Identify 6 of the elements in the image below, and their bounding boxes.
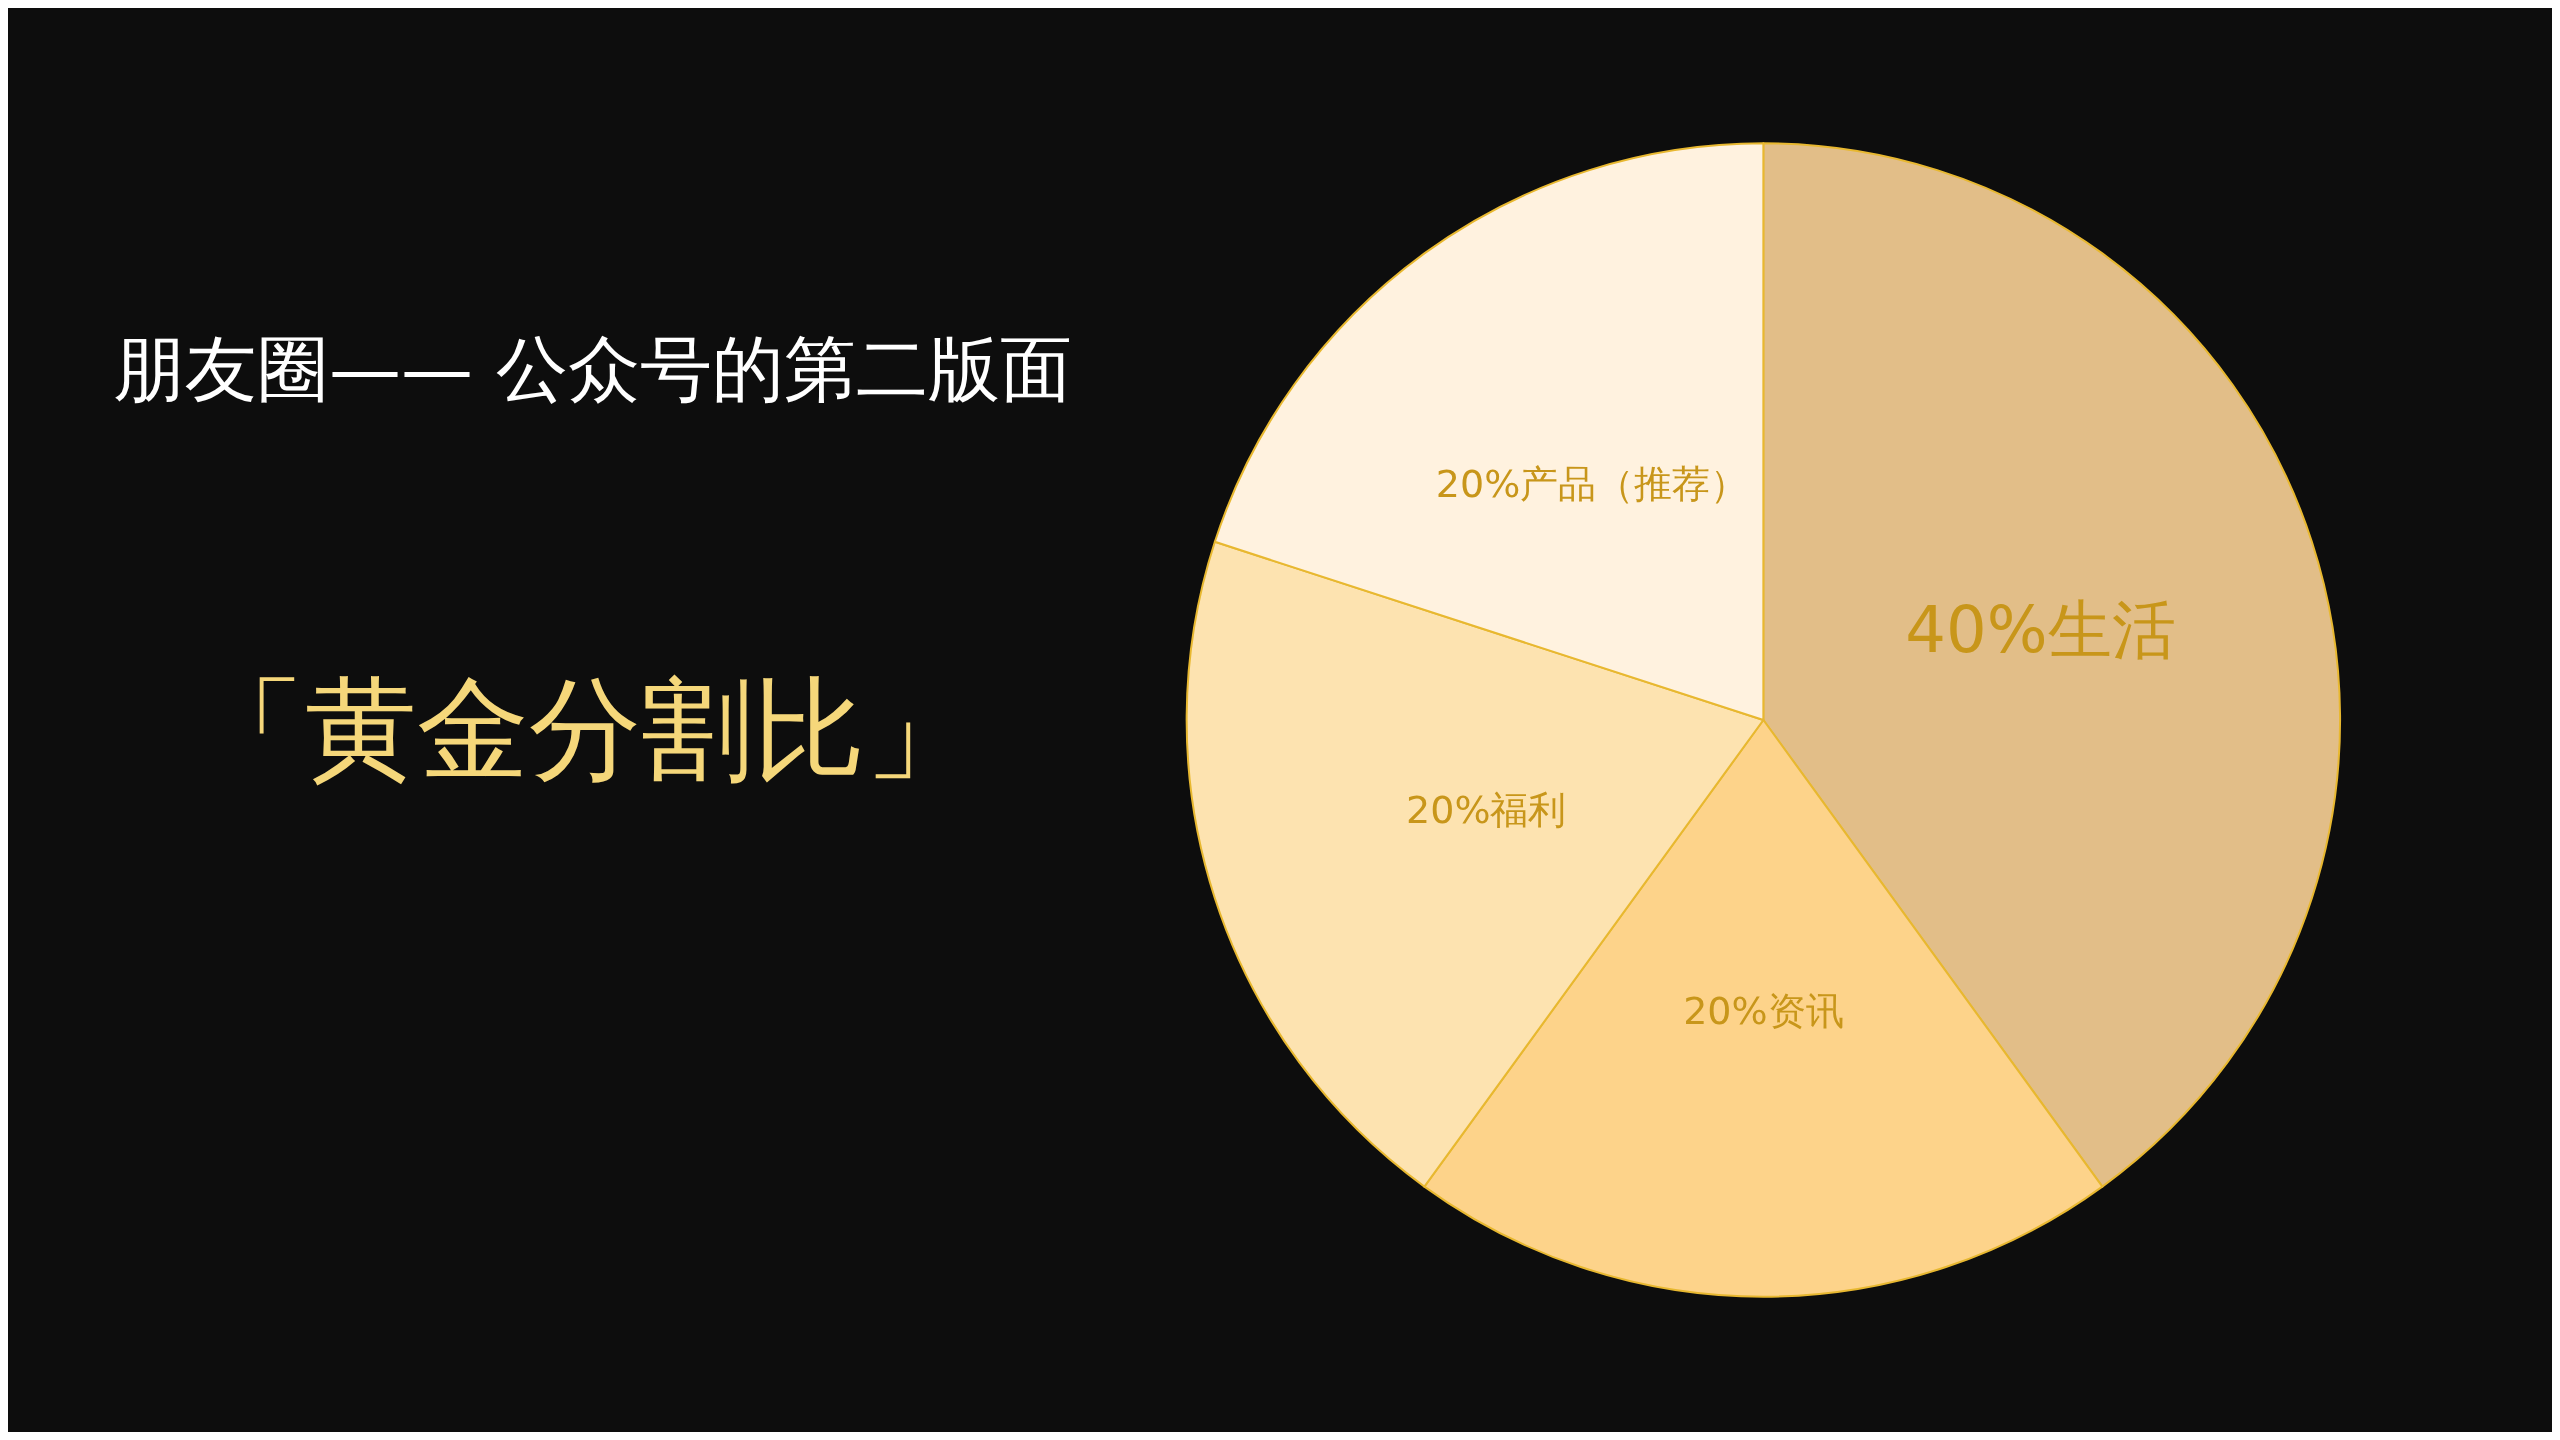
slice-label: 40%生活: [1905, 592, 2176, 667]
slice-label: 20%产品（推荐）: [1435, 462, 1749, 507]
text: 「黄金分割比」: [193, 664, 977, 794]
text: 朋友圈—— 公众号的第二版面: [113, 327, 1072, 411]
slice-label: 20%福利: [1406, 788, 1567, 833]
slice-label: 20%资讯: [1683, 989, 1844, 1034]
